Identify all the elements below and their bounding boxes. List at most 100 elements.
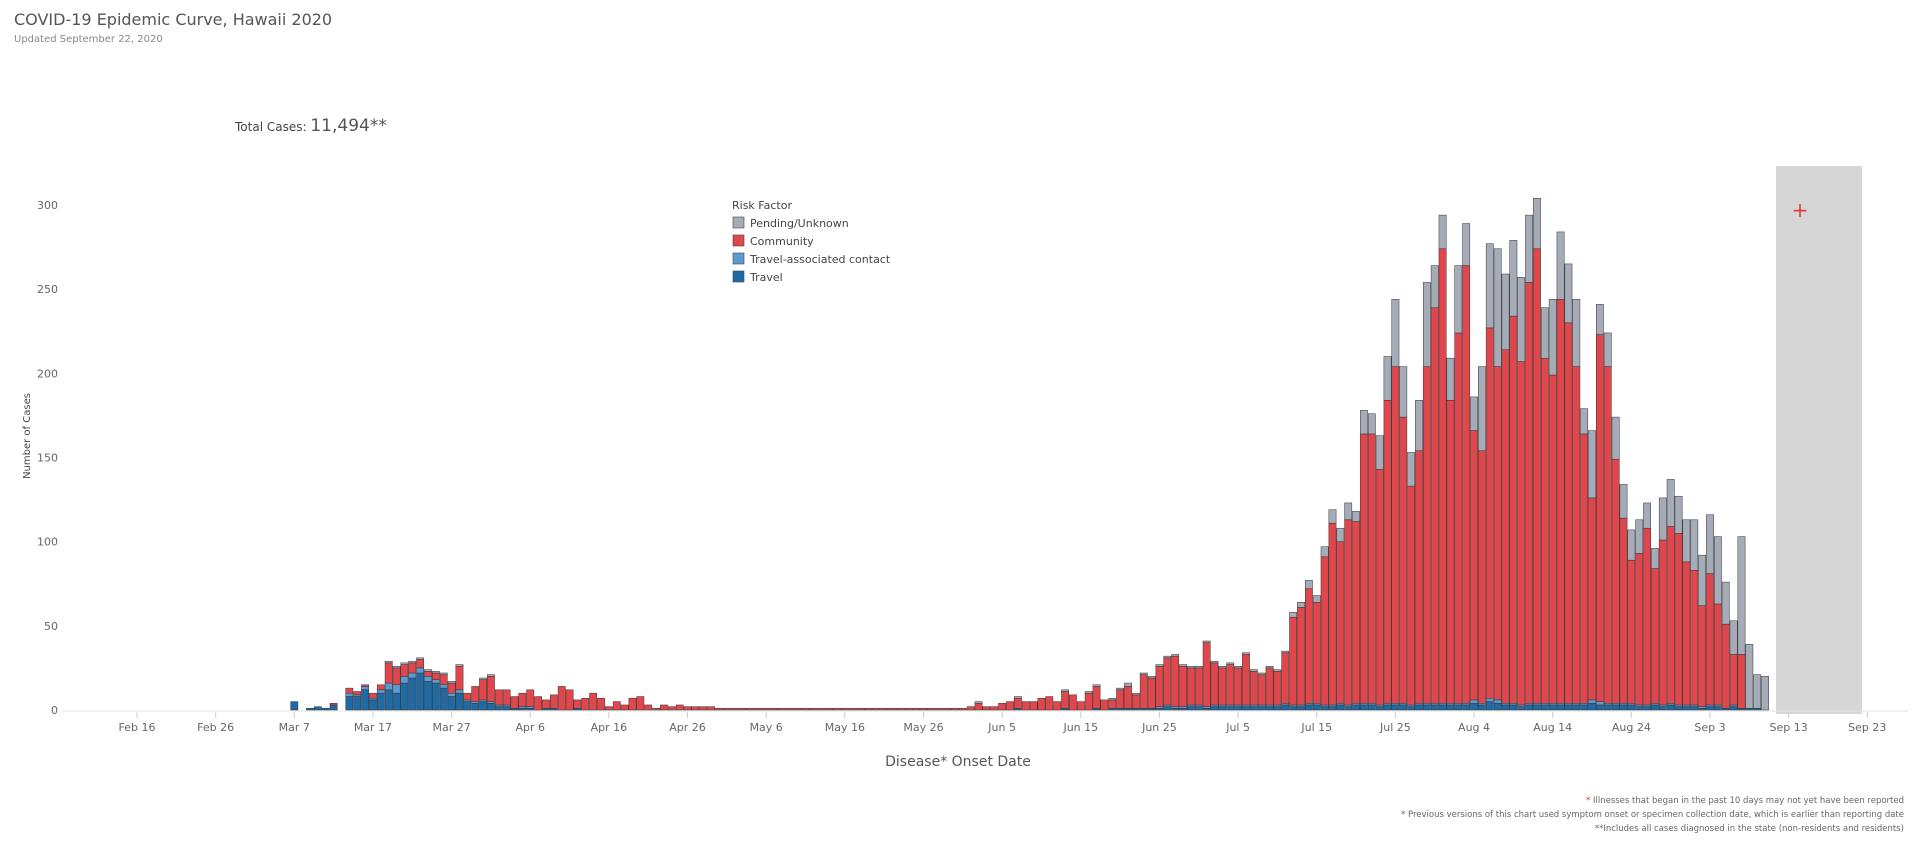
bar-segment — [1454, 265, 1463, 334]
bar-segment — [1116, 687, 1125, 691]
bar-segment — [392, 665, 401, 669]
bar-segment — [479, 699, 487, 702]
bar-segment — [589, 692, 598, 711]
total-cases: Total Cases: 11,494** — [235, 116, 387, 136]
bar-segment — [990, 706, 999, 711]
bar-segment — [1131, 692, 1140, 696]
bar-segment — [1155, 664, 1164, 667]
bar-segment — [455, 692, 464, 711]
bar-segment — [1312, 704, 1321, 711]
bar-segment — [1596, 704, 1604, 711]
bar-segment — [447, 696, 456, 711]
bar-segment — [1312, 595, 1321, 603]
bar-segment — [1061, 691, 1069, 709]
bar-segment — [1422, 366, 1431, 704]
bar-segment — [1226, 706, 1235, 711]
bar-segment — [848, 708, 857, 711]
bar-segment — [447, 682, 456, 694]
bar-segment — [1737, 708, 1746, 711]
x-tick-label: Mar 17 — [354, 721, 392, 734]
bar-segment — [1572, 299, 1581, 367]
bar-segment — [431, 672, 440, 680]
bar-segment — [1242, 706, 1250, 711]
x-tick-label: Jul 5 — [1225, 721, 1250, 734]
bar-segment — [1572, 704, 1581, 711]
bar-segment — [1525, 282, 1533, 704]
bar-segment — [1564, 703, 1573, 706]
bar-segment — [1234, 665, 1242, 669]
bar-segment — [612, 701, 621, 711]
bar-segment — [534, 696, 542, 711]
bar-segment — [1179, 708, 1187, 711]
bar-segment — [1706, 573, 1714, 706]
bar-segment — [376, 692, 385, 711]
bar-segment — [1721, 581, 1730, 625]
bar-segment — [549, 708, 558, 711]
bar-segment — [1328, 704, 1337, 707]
bar-segment — [1462, 223, 1471, 266]
bar-segment — [400, 676, 409, 684]
bar-segment — [597, 697, 605, 711]
bar-segment — [1391, 704, 1400, 711]
bar-segment — [1399, 703, 1408, 706]
bar-segment — [1501, 703, 1510, 706]
bar-segment — [1509, 704, 1518, 711]
bar-segment — [1470, 699, 1478, 704]
page-title: COVID-19 Epidemic Curve, Hawaii 2020 — [14, 10, 333, 29]
bar-segment — [1525, 703, 1533, 706]
bar-segment — [1297, 706, 1305, 711]
bar-segment — [1092, 684, 1101, 687]
bar-segment — [1226, 704, 1235, 707]
bar-segment — [1257, 672, 1266, 675]
bar-segment — [471, 703, 480, 711]
bar-segment — [652, 708, 660, 711]
bar-segment — [1360, 704, 1368, 711]
bar-segment — [840, 708, 849, 711]
bar-segment — [1155, 708, 1164, 711]
bar-segment — [1737, 654, 1746, 709]
bar-segment — [1163, 704, 1172, 707]
bar-segment — [738, 708, 747, 711]
bar-segment — [1336, 703, 1345, 706]
bar-segment — [1281, 704, 1290, 711]
bar-segment — [785, 708, 794, 711]
x-tick-label: Jun 5 — [987, 721, 1016, 734]
bar-segment — [1210, 706, 1219, 711]
bar-segment — [408, 660, 417, 664]
bar-segment — [1462, 704, 1471, 711]
bar-segment — [1336, 527, 1345, 542]
bar-segment — [1478, 704, 1486, 711]
bar-segment — [1171, 706, 1180, 709]
bar-segment — [1658, 706, 1667, 711]
bar-segment — [549, 694, 558, 709]
legend-item-label: Travel-associated contact — [749, 253, 891, 266]
bar-segment — [1666, 479, 1675, 527]
bar-segment — [1336, 541, 1345, 704]
bar-segment — [431, 682, 440, 711]
bar-segment — [1360, 703, 1368, 706]
bar-segment — [1690, 706, 1699, 711]
bar-segment — [1273, 671, 1282, 706]
bar-segment — [1713, 536, 1722, 605]
bar-segment — [1273, 669, 1282, 672]
bar-segment — [1124, 708, 1132, 711]
x-axis-label: Disease* Onset Date — [885, 754, 1031, 770]
bar-segment — [447, 681, 456, 684]
bar-segment — [1415, 704, 1423, 711]
x-tick-label: May 16 — [825, 721, 865, 734]
bar-segment — [1454, 332, 1463, 704]
bar-segment — [1171, 708, 1180, 711]
bar-segment — [1045, 696, 1054, 711]
bar-segment — [1666, 704, 1675, 711]
bar-segment — [400, 662, 409, 665]
bar-segment — [369, 692, 377, 699]
bar-segment — [526, 689, 535, 707]
bar-segment — [1611, 458, 1620, 704]
bar-segment — [943, 708, 951, 711]
bar-segment — [542, 708, 550, 711]
bar-segment — [1713, 706, 1722, 711]
bar-segment — [1627, 703, 1636, 706]
bar-segment — [1422, 704, 1431, 711]
bar-segment — [1202, 642, 1211, 707]
bar-segment — [1635, 553, 1644, 706]
